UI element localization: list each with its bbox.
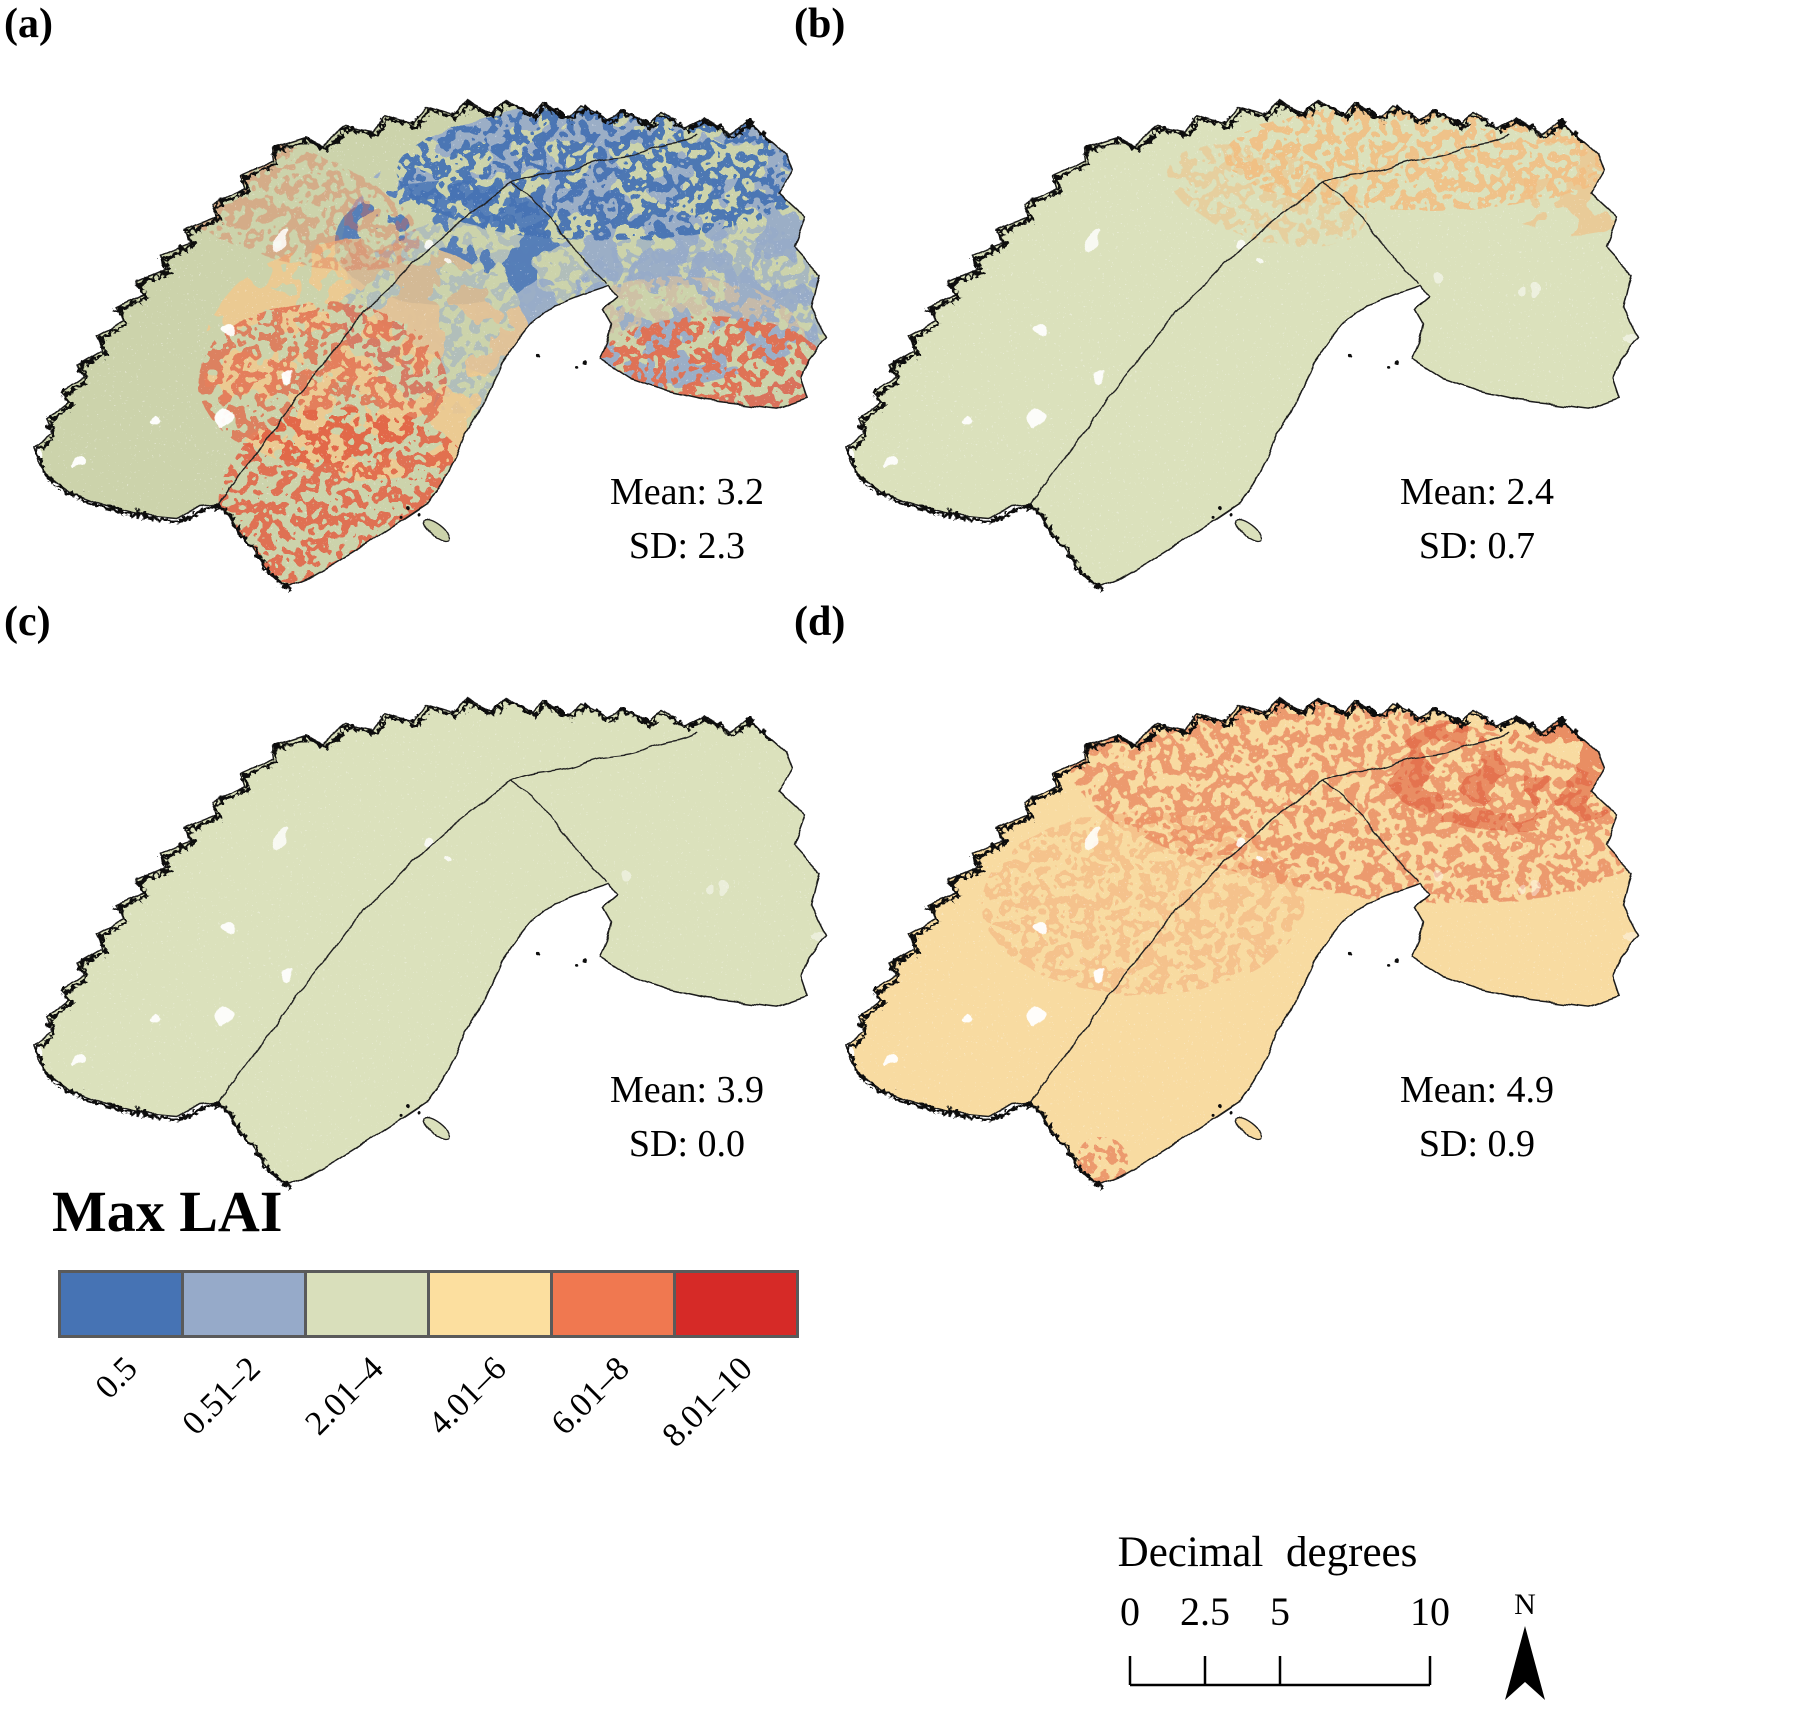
legend-label-6: 8.01–10 xyxy=(654,1350,760,1455)
scalebar-title: Decimal degrees xyxy=(1117,1529,1418,1576)
panel-c-label: (c) xyxy=(4,599,51,645)
legend-label-4: 4.01–6 xyxy=(420,1350,514,1443)
panel-c: (c) Mean: 3.9 xyxy=(0,598,828,1196)
panel-a-label: (a) xyxy=(4,1,53,47)
panel-d-label: (d) xyxy=(794,599,846,645)
legend-swatch-5 xyxy=(553,1273,676,1335)
stats-c: Mean: 3.9 SD: 0.0 xyxy=(582,1064,792,1172)
map-panel-d xyxy=(844,696,1640,1188)
mean-c: Mean: 3.9 xyxy=(609,1069,765,1111)
sd-b: SD: 0.7 xyxy=(1418,524,1536,567)
scalebar-tick-0: 0 xyxy=(1120,1589,1140,1634)
map-panel-c xyxy=(32,696,828,1188)
scalebar-tick-2-5: 2.5 xyxy=(1180,1589,1230,1634)
islands-a xyxy=(399,353,588,542)
sd-c: SD: 0.0 xyxy=(628,1122,746,1165)
scalebar-graphic xyxy=(1128,1656,1432,1687)
north-arrow-label: N xyxy=(1514,1588,1536,1621)
panel-a: (a) xyxy=(0,0,828,598)
stats-d: Mean: 4.9 SD: 0.9 xyxy=(1372,1064,1582,1172)
panel-b-label: (b) xyxy=(794,1,846,47)
legend-title: Max LAI xyxy=(52,1179,283,1244)
scalebar-tick-10: 10 xyxy=(1410,1589,1450,1634)
legend-swatch-1 xyxy=(61,1273,184,1335)
legend-swatch-2 xyxy=(184,1273,307,1335)
north-arrow-icon xyxy=(1505,1626,1545,1700)
mean-a: Mean: 3.2 xyxy=(609,471,765,513)
legend-label-3: 2.01–4 xyxy=(297,1350,391,1443)
islands-c xyxy=(399,951,588,1140)
stats-b: Mean: 2.4 SD: 0.7 xyxy=(1372,466,1582,574)
sd-a: SD: 2.3 xyxy=(628,524,746,567)
legend-swatch-3 xyxy=(307,1273,430,1335)
legend-swatch-4 xyxy=(430,1273,553,1335)
scalebar-tick-5: 5 xyxy=(1270,1589,1290,1634)
legend-label-5: 6.01–8 xyxy=(543,1350,637,1443)
map-panel-a xyxy=(32,98,828,590)
scalebar: Decimal degrees 0 2.5 5 10 xyxy=(1095,1528,1475,1713)
mean-d: Mean: 4.9 xyxy=(1399,1069,1555,1111)
mean-b: Mean: 2.4 xyxy=(1399,471,1555,513)
legend-label-2: 0.51–2 xyxy=(174,1350,268,1443)
islands-d xyxy=(1211,951,1400,1140)
north-arrow: N xyxy=(1495,1588,1555,1711)
legend-swatch-row xyxy=(58,1270,799,1338)
legend-swatch-6 xyxy=(676,1273,796,1335)
legend: Max LAI 0.5 0.51–2 2.01–4 4.01–6 6.01–8 … xyxy=(40,1178,840,1508)
map-panel-b xyxy=(844,98,1640,590)
panel-b: (b) xyxy=(790,0,1806,598)
legend-label-1: 0.5 xyxy=(87,1350,145,1407)
stats-a: Mean: 3.2 SD: 2.3 xyxy=(582,466,792,574)
sd-d: SD: 0.9 xyxy=(1418,1122,1536,1165)
panel-d: (d) xyxy=(790,598,1806,1196)
islands-b xyxy=(1211,353,1400,542)
